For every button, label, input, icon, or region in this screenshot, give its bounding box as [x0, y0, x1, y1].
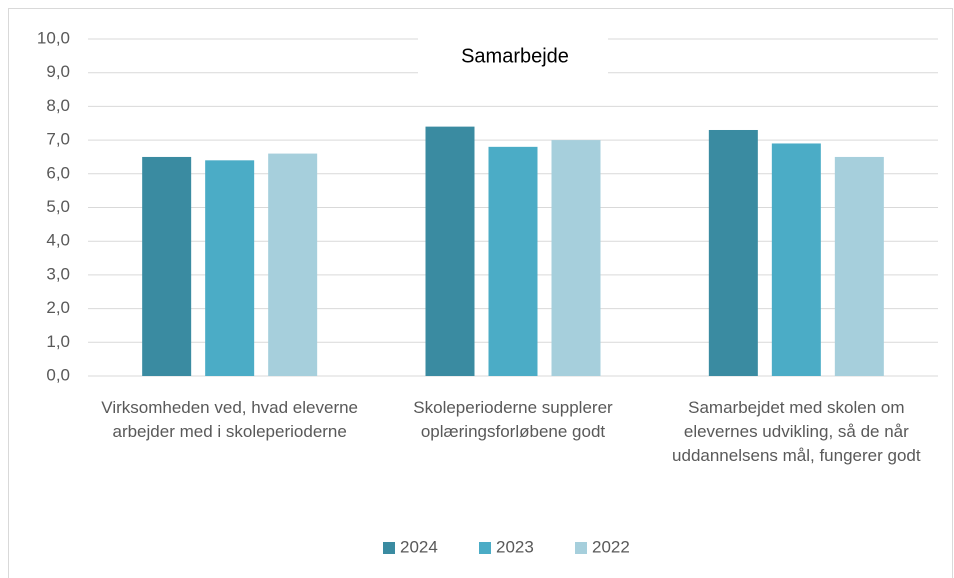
x-tick-label-box: Virksomheden ved, hvad eleverne arbejder…: [101, 398, 359, 441]
y-tick-label: 9,0: [46, 62, 70, 81]
y-tick-label: 6,0: [46, 163, 70, 182]
bar: [488, 146, 538, 376]
legend-label: 2023: [496, 537, 534, 556]
x-tick-label: Virksomheden ved, hvad eleverne arbejder…: [101, 398, 359, 441]
legend-label: 2024: [400, 537, 438, 556]
chart-title: Samarbejde: [461, 45, 569, 67]
y-tick-label: 4,0: [46, 231, 70, 250]
y-tick-label: 0,0: [46, 365, 70, 384]
bar: [834, 156, 884, 376]
y-tick-label: 10,0: [37, 28, 70, 47]
legend-swatch: [383, 542, 395, 554]
title-backdrop: [418, 36, 608, 76]
y-tick-label: 8,0: [46, 96, 70, 115]
bar: [551, 140, 601, 376]
y-tick-label: 7,0: [46, 130, 70, 149]
bar: [425, 126, 475, 377]
legend-swatch: [575, 542, 587, 554]
x-tick-label: Skoleperioderne supplerer oplæringsforlø…: [413, 398, 613, 441]
bar: [771, 143, 821, 376]
y-tick-label: 2,0: [46, 298, 70, 317]
bar: [708, 129, 758, 376]
y-tick-label: 5,0: [46, 197, 70, 216]
y-tick-label: 3,0: [46, 264, 70, 283]
legend-label: 2022: [592, 537, 630, 556]
y-tick-label: 1,0: [46, 332, 70, 351]
x-tick-label: Samarbejdet med skolen om elevernes udvi…: [672, 398, 921, 465]
x-tick-label-box: Skoleperioderne supplerer oplæringsforlø…: [413, 398, 613, 441]
bar: [268, 153, 318, 376]
bar: [142, 156, 192, 376]
bar: [205, 160, 255, 376]
legend-swatch: [479, 542, 491, 554]
x-tick-label-box: Samarbejdet med skolen om elevernes udvi…: [672, 398, 921, 465]
